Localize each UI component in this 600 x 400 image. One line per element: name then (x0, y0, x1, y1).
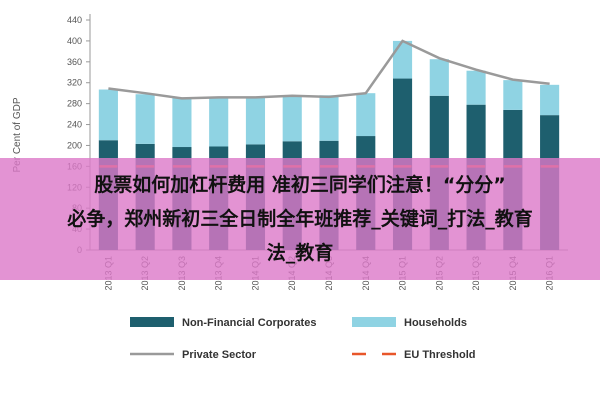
y-tick-label: 360 (67, 57, 82, 67)
legend-swatch (352, 317, 396, 327)
y-tick-label: 240 (67, 120, 82, 130)
banner-line-3: 法_教育 (266, 242, 334, 264)
legend-label: Households (404, 317, 467, 329)
bar-households (135, 94, 155, 144)
banner-line-1: 股票如何加杠杆费用 准初三同学们注意！“分分” (94, 174, 506, 196)
banner-line-2: 必争，郑州新初三全日制全年班推荐_关键词_打法_教育 (67, 208, 533, 230)
bar-households (172, 97, 192, 148)
bar-households (503, 80, 523, 110)
legend-label: EU Threshold (404, 349, 476, 361)
y-axis-label: Per Cent of GDP (12, 97, 23, 172)
bar-households (209, 96, 229, 147)
bar-households (98, 89, 118, 141)
y-tick-label: 440 (67, 15, 82, 25)
bar-households (540, 84, 560, 116)
bar-households (282, 95, 302, 142)
bar-households (356, 93, 376, 137)
bar-households (466, 70, 486, 105)
overlay-banner: 股票如何加杠杆费用 准初三同学们注意！“分分” 必争，郑州新初三全日制全年班推荐… (0, 158, 600, 280)
legend-swatch (130, 317, 174, 327)
legend-label: Private Sector (182, 349, 257, 361)
bar-households (319, 95, 339, 141)
line-private-sector (108, 39, 550, 100)
bar-households (429, 59, 449, 96)
y-tick-label: 400 (67, 36, 82, 46)
legend-label: Non-Financial Corporates (182, 317, 316, 329)
y-tick-label: 320 (67, 78, 82, 88)
bar-households (392, 40, 413, 79)
y-tick-label: 280 (67, 99, 82, 109)
y-tick-label: 200 (67, 140, 82, 150)
bar-households (245, 97, 266, 145)
